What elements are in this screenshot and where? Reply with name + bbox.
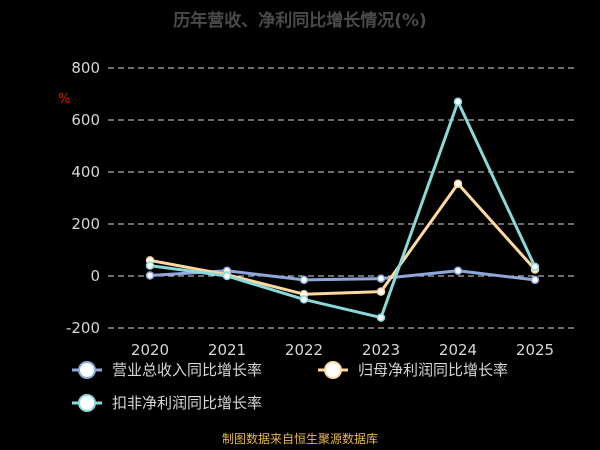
chart-title: 历年营收、净利同比增长情况(%) xyxy=(173,10,427,31)
data-point xyxy=(299,295,309,304)
x-tick-label: 2023 xyxy=(362,341,400,359)
legend-marker xyxy=(78,394,96,412)
data-point xyxy=(145,261,155,270)
y-tick-label: 600 xyxy=(71,111,100,129)
x-tick-label: 2022 xyxy=(285,341,323,359)
legend-label: 扣非净利润同比增长率 xyxy=(112,394,262,412)
series-lines xyxy=(145,97,540,322)
data-point xyxy=(299,275,309,285)
y-tick-label: 0 xyxy=(90,267,100,285)
x-tick-label: 2021 xyxy=(208,341,246,359)
data-point xyxy=(453,179,463,188)
x-axis-ticks: 2020 2021 2022 2023 2024 2025 xyxy=(131,341,554,359)
legend-marker xyxy=(324,361,342,379)
series-line xyxy=(148,100,537,320)
data-point xyxy=(376,313,386,322)
y-axis-unit: % xyxy=(58,92,70,107)
y-tick-label: 800 xyxy=(71,59,100,77)
legend-marker xyxy=(78,361,96,379)
legend-item: 扣非净利润同比增长率 xyxy=(72,394,262,412)
y-tick-label: 400 xyxy=(71,163,100,181)
data-point xyxy=(376,287,386,296)
y-tick-label: -200 xyxy=(66,319,100,337)
x-tick-label: 2024 xyxy=(439,341,477,359)
source-note: 制图数据来自恒生聚源数据库 xyxy=(222,431,378,446)
y-tick-label: 200 xyxy=(71,215,100,233)
data-point xyxy=(453,266,463,276)
data-point xyxy=(530,262,540,272)
data-point xyxy=(453,97,463,107)
y-axis-ticks: -200 0 200 400 600 800 xyxy=(66,59,100,337)
legend-item: 营业总收入同比增长率 xyxy=(72,361,262,379)
legend-label: 归母净利润同比增长率 xyxy=(358,361,508,379)
data-point xyxy=(376,274,386,283)
legend-label: 营业总收入同比增长率 xyxy=(112,361,262,379)
data-point xyxy=(530,275,540,285)
x-tick-label: 2025 xyxy=(516,341,554,359)
grid-lines xyxy=(108,67,578,329)
data-point xyxy=(222,271,232,281)
series-line xyxy=(148,182,537,296)
data-point xyxy=(145,271,155,280)
x-tick-label: 2020 xyxy=(131,341,169,359)
legend-item: 归母净利润同比增长率 xyxy=(318,361,508,379)
